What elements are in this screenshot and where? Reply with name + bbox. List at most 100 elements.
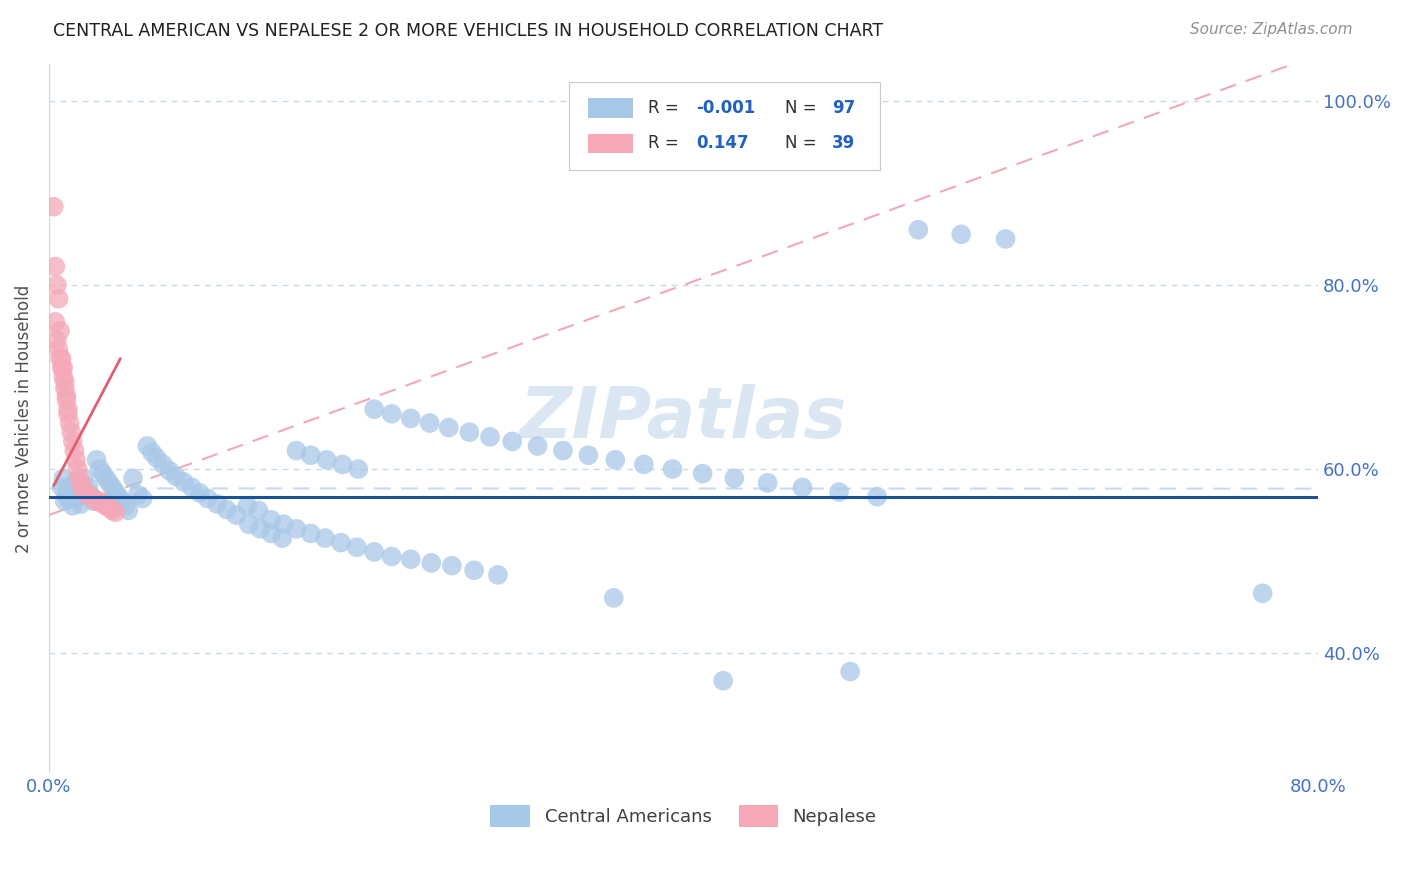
Point xyxy=(215,502,238,516)
Point xyxy=(329,535,352,549)
Point xyxy=(44,315,66,329)
Point xyxy=(399,552,422,566)
Text: 39: 39 xyxy=(832,135,855,153)
Point xyxy=(49,351,72,366)
Point xyxy=(77,480,100,494)
Point xyxy=(56,407,79,421)
Point xyxy=(63,443,86,458)
Point xyxy=(98,475,121,490)
Point xyxy=(55,392,77,407)
Text: R =: R = xyxy=(648,99,683,117)
Point xyxy=(419,416,441,430)
Point xyxy=(51,360,73,375)
Point xyxy=(94,471,117,485)
Point xyxy=(141,445,163,459)
Point xyxy=(91,467,114,481)
Point xyxy=(526,439,548,453)
Point xyxy=(152,458,174,472)
Point xyxy=(479,430,502,444)
Point xyxy=(205,497,228,511)
Point xyxy=(131,491,153,506)
FancyBboxPatch shape xyxy=(588,134,633,153)
Point xyxy=(86,452,108,467)
Point xyxy=(866,490,889,504)
Point xyxy=(692,467,714,481)
Point xyxy=(576,448,599,462)
Point xyxy=(127,488,149,502)
Point xyxy=(247,503,270,517)
Point xyxy=(363,402,385,417)
Point xyxy=(52,360,75,375)
Point xyxy=(180,480,202,494)
Point xyxy=(94,499,117,513)
Point xyxy=(117,503,139,517)
FancyBboxPatch shape xyxy=(588,98,633,118)
Point xyxy=(723,471,745,485)
Point xyxy=(62,434,84,449)
Text: N =: N = xyxy=(785,99,823,117)
Point xyxy=(66,462,89,476)
Point xyxy=(44,260,66,274)
Point xyxy=(104,505,127,519)
Point xyxy=(271,531,294,545)
Point xyxy=(236,499,259,513)
Legend: Central Americans, Nepalese: Central Americans, Nepalese xyxy=(484,798,884,835)
Point xyxy=(60,479,83,493)
Point xyxy=(381,407,404,421)
Point xyxy=(314,531,336,545)
Point xyxy=(950,227,973,242)
Point xyxy=(285,443,308,458)
Point xyxy=(67,483,90,498)
Point xyxy=(994,232,1017,246)
Point xyxy=(756,475,779,490)
Point xyxy=(89,494,111,508)
Point xyxy=(51,480,73,494)
Point xyxy=(80,490,103,504)
Point xyxy=(332,458,354,472)
Point xyxy=(69,497,91,511)
Point xyxy=(73,471,96,485)
Point xyxy=(711,673,734,688)
Text: N =: N = xyxy=(785,135,823,153)
Point xyxy=(65,452,87,467)
Point xyxy=(122,471,145,485)
Point xyxy=(53,494,76,508)
Point xyxy=(79,490,101,504)
Point xyxy=(165,469,187,483)
Text: 97: 97 xyxy=(832,99,855,117)
Point xyxy=(136,439,159,453)
Point xyxy=(315,452,337,467)
FancyBboxPatch shape xyxy=(569,82,880,170)
Point xyxy=(551,443,574,458)
Point xyxy=(188,486,211,500)
Point xyxy=(45,277,67,292)
Point xyxy=(72,480,94,494)
Point xyxy=(69,475,91,490)
Point xyxy=(347,462,370,476)
Point xyxy=(661,462,683,476)
Point xyxy=(73,485,96,500)
Point xyxy=(89,462,111,476)
Point xyxy=(82,494,104,508)
Text: CENTRAL AMERICAN VS NEPALESE 2 OR MORE VEHICLES IN HOUSEHOLD CORRELATION CHART: CENTRAL AMERICAN VS NEPALESE 2 OR MORE V… xyxy=(53,22,883,40)
Point xyxy=(299,526,322,541)
Point xyxy=(225,508,247,522)
Point xyxy=(67,471,90,485)
Point xyxy=(82,491,104,506)
Text: ZIPatlas: ZIPatlas xyxy=(520,384,848,453)
Point xyxy=(53,375,76,389)
Point xyxy=(48,343,70,357)
Point xyxy=(114,499,136,513)
Point xyxy=(363,545,385,559)
Point xyxy=(65,488,87,502)
Point xyxy=(273,517,295,532)
Point xyxy=(58,486,80,500)
Point xyxy=(51,351,73,366)
Point xyxy=(501,434,523,449)
Point xyxy=(299,448,322,462)
Point xyxy=(56,402,79,417)
Point xyxy=(62,499,84,513)
Point xyxy=(91,497,114,511)
Text: -0.001: -0.001 xyxy=(696,99,755,117)
Point xyxy=(605,452,627,467)
